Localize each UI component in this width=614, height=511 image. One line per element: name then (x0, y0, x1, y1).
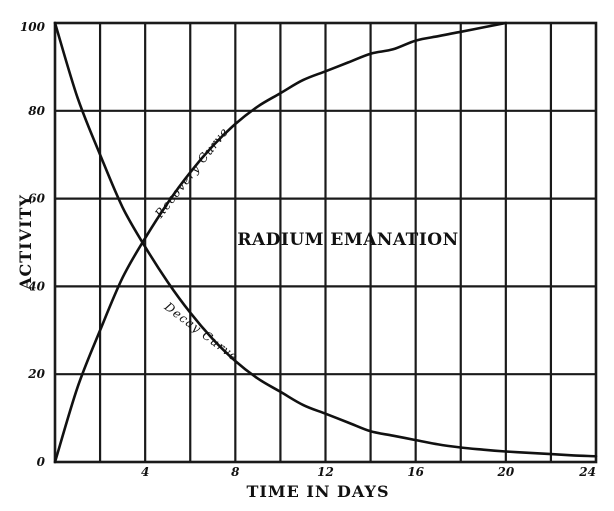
x-tick-label: 16 (407, 465, 424, 479)
y-tick-label: 60 (28, 192, 45, 206)
tick-labels: 4 8 12 16 20 24 0 20 40 60 80 100 (20, 20, 596, 479)
x-tick-label: 8 (231, 465, 240, 479)
grid (55, 23, 596, 462)
x-tick-label: 12 (317, 465, 334, 479)
y-axis-title: ACTIVITY (16, 194, 35, 291)
y-tick-label: 80 (28, 104, 45, 118)
y-tick-label: 20 (27, 367, 45, 381)
series-label-recovery: Recovery Curve (152, 125, 232, 222)
curves (53, 21, 598, 464)
x-tick-label: 4 (141, 465, 149, 479)
x-tick-label: 20 (496, 465, 514, 479)
y-tick-label: 100 (20, 20, 46, 34)
series-label-decay: Decay Curve (161, 299, 241, 364)
x-axis-title: TIME IN DAYS (246, 482, 389, 501)
plot-frame (53, 21, 598, 464)
decay-curve-line (53, 21, 598, 458)
y-tick-label: 40 (28, 279, 45, 293)
recovery-curve-line (53, 21, 508, 464)
chart-annotation: RADIUM EMANATION (237, 230, 458, 250)
y-tick-label: 0 (37, 455, 46, 469)
x-tick-label: 24 (578, 465, 596, 479)
